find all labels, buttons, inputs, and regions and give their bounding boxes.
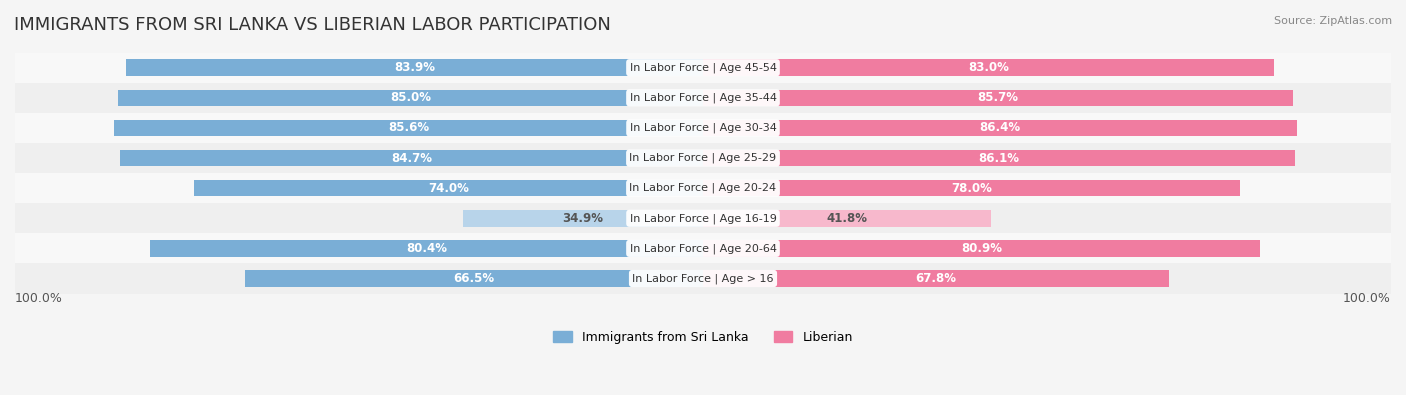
Text: In Labor Force | Age 30-34: In Labor Force | Age 30-34 xyxy=(630,123,776,133)
Bar xyxy=(703,210,991,227)
Bar xyxy=(121,150,703,166)
Bar xyxy=(194,180,703,196)
Bar xyxy=(150,240,703,257)
Bar xyxy=(15,203,1391,233)
Text: 100.0%: 100.0% xyxy=(15,292,63,305)
Text: 86.1%: 86.1% xyxy=(979,152,1019,165)
Bar xyxy=(15,173,1391,203)
Bar xyxy=(15,113,1391,143)
Bar xyxy=(15,143,1391,173)
Bar xyxy=(703,180,1240,196)
Bar xyxy=(114,120,703,136)
Text: 84.7%: 84.7% xyxy=(391,152,432,165)
Text: 85.6%: 85.6% xyxy=(388,121,429,134)
Bar xyxy=(118,90,703,106)
Bar xyxy=(15,53,1391,83)
Text: 83.9%: 83.9% xyxy=(394,61,434,74)
Text: 100.0%: 100.0% xyxy=(1343,292,1391,305)
Bar xyxy=(15,233,1391,263)
Text: 41.8%: 41.8% xyxy=(827,212,868,225)
Bar xyxy=(463,210,703,227)
Text: Source: ZipAtlas.com: Source: ZipAtlas.com xyxy=(1274,16,1392,26)
Text: 85.0%: 85.0% xyxy=(389,91,432,104)
Bar xyxy=(703,240,1260,257)
Text: 85.7%: 85.7% xyxy=(977,91,1018,104)
Text: In Labor Force | Age 45-54: In Labor Force | Age 45-54 xyxy=(630,62,776,73)
Text: 80.9%: 80.9% xyxy=(960,242,1002,255)
Text: 74.0%: 74.0% xyxy=(427,182,468,195)
Text: In Labor Force | Age 20-24: In Labor Force | Age 20-24 xyxy=(630,183,776,194)
Bar xyxy=(15,263,1391,293)
Text: 66.5%: 66.5% xyxy=(454,272,495,285)
Text: 67.8%: 67.8% xyxy=(915,272,956,285)
Text: In Labor Force | Age > 16: In Labor Force | Age > 16 xyxy=(633,273,773,284)
Bar xyxy=(703,120,1298,136)
Bar xyxy=(703,270,1170,287)
Bar xyxy=(246,270,703,287)
Text: 86.4%: 86.4% xyxy=(980,121,1021,134)
Bar xyxy=(703,150,1295,166)
Text: 78.0%: 78.0% xyxy=(950,182,991,195)
Text: 83.0%: 83.0% xyxy=(969,61,1010,74)
Text: In Labor Force | Age 35-44: In Labor Force | Age 35-44 xyxy=(630,92,776,103)
Text: In Labor Force | Age 25-29: In Labor Force | Age 25-29 xyxy=(630,153,776,163)
Text: 80.4%: 80.4% xyxy=(406,242,447,255)
Text: In Labor Force | Age 20-64: In Labor Force | Age 20-64 xyxy=(630,243,776,254)
Bar xyxy=(703,59,1274,76)
Text: In Labor Force | Age 16-19: In Labor Force | Age 16-19 xyxy=(630,213,776,224)
Bar xyxy=(125,59,703,76)
Text: 34.9%: 34.9% xyxy=(562,212,603,225)
Legend: Immigrants from Sri Lanka, Liberian: Immigrants from Sri Lanka, Liberian xyxy=(548,326,858,349)
Bar xyxy=(15,83,1391,113)
Text: IMMIGRANTS FROM SRI LANKA VS LIBERIAN LABOR PARTICIPATION: IMMIGRANTS FROM SRI LANKA VS LIBERIAN LA… xyxy=(14,16,612,34)
Bar xyxy=(703,90,1292,106)
